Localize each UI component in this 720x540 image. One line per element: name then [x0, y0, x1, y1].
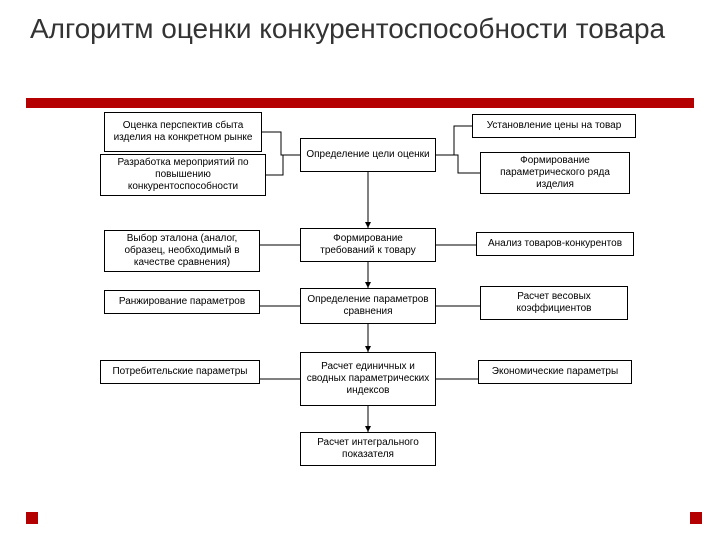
flowchart-node: Расчет интегрального показателя [300, 432, 436, 466]
flowchart-node: Расчет единичных и сводных параметрическ… [300, 352, 436, 406]
flowchart-node: Определение параметров сравнения [300, 288, 436, 324]
flowchart-node: Установление цены на товар [472, 114, 636, 138]
page-title: Алгоритм оценки конкурентоспособности то… [30, 12, 665, 46]
accent-square [690, 512, 702, 524]
flowchart-node: Определение цели оценки [300, 138, 436, 172]
flowchart-node: Формирование параметрического ряда издел… [480, 152, 630, 194]
flowchart-node: Анализ товаров-конкурентов [476, 232, 634, 256]
flowchart-node: Ранжирование параметров [104, 290, 260, 314]
flowchart-node: Экономические параметры [478, 360, 632, 384]
flowchart-node: Оценка перспектив сбыта изделия на конкр… [104, 112, 262, 152]
accent-bar [26, 98, 694, 108]
flowchart-node: Выбор эталона (аналог, образец, необходи… [104, 230, 260, 272]
flowchart-node: Потребительские параметры [100, 360, 260, 384]
accent-square [26, 512, 38, 524]
flowchart-node: Разработка мероприятий по повышению конк… [100, 154, 266, 196]
flowchart-node: Формирование требований к товару [300, 228, 436, 262]
flowchart-node: Расчет весовых коэффициентов [480, 286, 628, 320]
